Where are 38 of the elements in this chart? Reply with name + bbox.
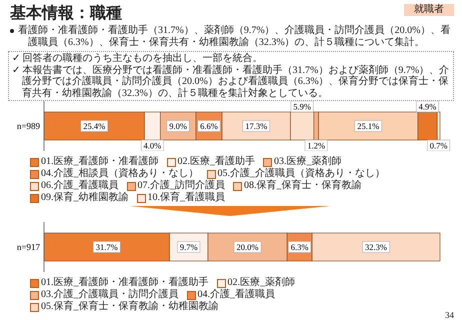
legend-label: 10.保育_看護職員	[148, 192, 225, 204]
data-label: 9.7%	[180, 242, 198, 252]
legend-label: 01.医療_看護師・准看護師	[41, 156, 158, 168]
legend-label: 02.医療_薬剤師	[228, 277, 295, 288]
legend-label: 08.保育_保育士・保育教諭	[244, 180, 362, 192]
legend-label: 03.介護_介護職員・訪問介護員	[41, 289, 178, 300]
data-label: 0.7%	[430, 140, 448, 150]
chart-title: 基本情報：職種	[10, 5, 122, 22]
text: ✓ 本報告書では、医療分野では看護師・准看護師・看護助手（31.7%）および薬剤師（9.7%）、介護分野では介護職員・訪問介護員（20.0%）および看護職員（6.3%）、保育分野では保育士・保育共有・幼稚園教諭（32.3%）の、計５職種を集計対象としている。	[12, 64, 450, 99]
text: 就職者	[404, 4, 454, 16]
legend-label: 05.介護_介護職員（資格あり・なし）	[218, 168, 385, 180]
data-label: 5.9%	[293, 102, 311, 112]
data-label: 25.4%	[83, 121, 106, 131]
y-tick-label: n=917	[16, 242, 40, 252]
data-label: 6.3%	[290, 242, 308, 252]
legend-label: 02.医療_看護助手	[178, 156, 255, 168]
data-label: 32.3%	[365, 242, 388, 252]
legend-label: 09.保育_幼稚園教諭	[41, 192, 128, 204]
data-label: 6.6%	[200, 121, 218, 131]
legend-label: 04.介護_相談員（資格あり・なし）	[41, 168, 198, 180]
data-label: 9.0%	[169, 121, 187, 131]
data-label: 25.1%	[357, 121, 380, 131]
data-label: 1.2%	[307, 140, 326, 150]
data-label: 4.9%	[418, 102, 436, 112]
data-label: 17.3%	[245, 121, 268, 131]
data-label: 31.7%	[96, 242, 118, 252]
y-tick-label: n=989	[16, 121, 40, 131]
legend-label: 05.保育_保育士・保育教諭・幼稚園教諭	[41, 301, 218, 313]
legend-label: 01.医療_看護師・准看護師・看護助手	[41, 277, 208, 288]
data-label: 20.0%	[236, 242, 259, 252]
text: ✓ 回答者の職種のうち主なものを抽出し、一部を統合。	[12, 53, 264, 64]
chart-subtitle: 看護師・准看護師・看護助手（31.7%）、薬剤師（9.7%）、介護職員・訪問介護員（20.0%）、看護職員（6.3%）、保育士・保育共有・幼稚園教諭（32.3%）の、計５職種について集計。	[18, 25, 452, 48]
text: 34	[445, 310, 454, 320]
legend-label: 03.医療_薬剤師	[274, 156, 342, 168]
legend-label: 07.介護_訪問介護員	[138, 180, 225, 192]
legend-label: 06.介護_看護職員	[41, 180, 118, 192]
data-label: 4.0%	[144, 140, 162, 150]
legend-label: 04.介護_看護職員	[198, 289, 275, 300]
